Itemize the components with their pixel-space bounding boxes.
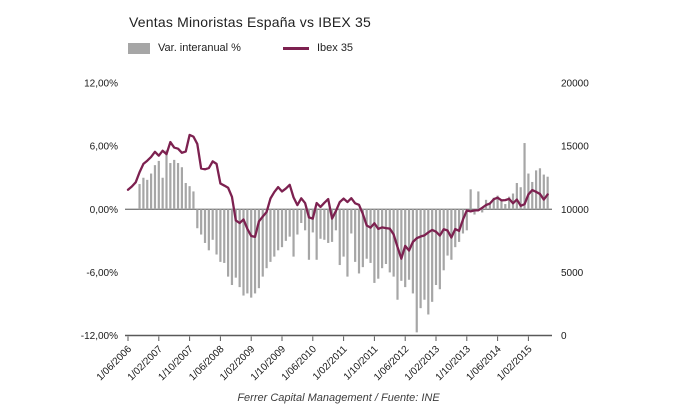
y-axis-right-labels: 20000 15000 10000 5000 0 xyxy=(561,79,589,342)
chart-legend: Var. interanual % Ibex 35 xyxy=(128,42,353,54)
x-axis-ticks: 1/06/20061/02/20071/10/20071/06/20081/02… xyxy=(95,336,535,383)
svg-text:10000: 10000 xyxy=(561,205,589,216)
bars-var-interanual xyxy=(138,143,549,333)
svg-text:0,00%: 0,00% xyxy=(90,205,118,216)
y-axis-left-labels: 12,00% 6,00% 0,00% -6,00% -12,00% xyxy=(81,79,118,342)
chart-footer: Ferrer Capital Management / Fuente: INE xyxy=(237,392,440,404)
ibex-line xyxy=(126,133,549,260)
legend-line-swatch-icon xyxy=(282,46,309,50)
legend-line-label: Ibex 35 xyxy=(316,42,354,54)
svg-text:-6,00%: -6,00% xyxy=(86,268,118,279)
svg-text:5000: 5000 xyxy=(561,268,584,279)
svg-text:20000: 20000 xyxy=(561,79,589,90)
svg-text:-12,00%: -12,00% xyxy=(81,331,118,342)
svg-text:0: 0 xyxy=(561,331,567,342)
svg-text:15000: 15000 xyxy=(561,142,589,153)
legend-bar-swatch-icon xyxy=(128,42,150,54)
svg-text:12,00%: 12,00% xyxy=(84,79,118,90)
chart-title: Ventas Minoristas España vs IBEX 35 xyxy=(129,14,372,30)
svg-text:6,00%: 6,00% xyxy=(90,142,118,153)
legend-bar-label: Var. interanual % xyxy=(158,42,241,54)
